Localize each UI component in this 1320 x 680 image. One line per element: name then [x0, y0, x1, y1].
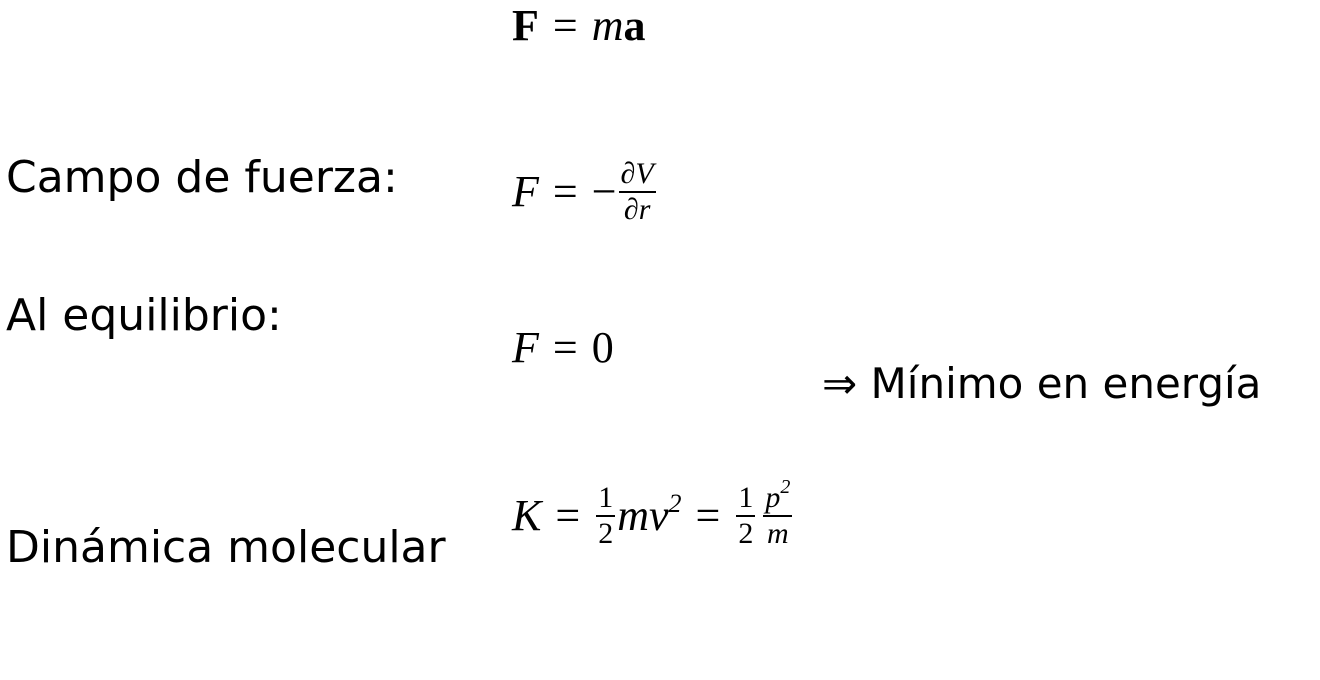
equals-sign: =: [552, 323, 578, 372]
fraction-denominator: 2: [738, 516, 754, 550]
fraction-numerator: 1: [598, 481, 614, 514]
force-vector: F: [512, 1, 539, 50]
fraction-bar: [596, 514, 616, 517]
label-force-field: Campo de fuerza:: [6, 152, 398, 203]
acceleration-vector: a: [623, 1, 646, 50]
momentum-fraction: p2 m: [763, 477, 793, 550]
momentum-symbol: p: [765, 481, 781, 514]
fraction-denominator: m: [766, 516, 789, 550]
fraction-denominator: 2: [598, 516, 614, 550]
fraction-numerator: ∂V: [620, 157, 654, 190]
mv-exponent: 2: [668, 488, 682, 518]
half-fraction: 1 2: [736, 481, 756, 550]
momentum-exponent: 2: [780, 476, 791, 498]
fraction-denominator: ∂r: [623, 192, 651, 226]
equals-sign: =: [552, 1, 578, 50]
zero-value: 0: [591, 323, 614, 372]
label-molecular-dynamics: Dinámica molecular: [6, 522, 446, 573]
partial-derivative-fraction: ∂V ∂r: [618, 157, 656, 226]
fraction-bar: [736, 514, 756, 517]
equation-kinetic-energy: K = 1 2 mv2 = 1 2 p2 m: [512, 477, 794, 550]
equals-sign: =: [695, 490, 721, 540]
fraction-numerator: 1: [738, 481, 754, 514]
fraction-bar: [618, 190, 656, 193]
force-symbol: F: [512, 166, 539, 216]
equation-equilibrium: F = 0: [512, 326, 614, 370]
equals-sign: =: [552, 166, 578, 216]
mass-symbol: m: [591, 1, 624, 50]
equation-force-field: F = − ∂V ∂r: [512, 158, 658, 225]
force-symbol: F: [512, 323, 539, 372]
equals-sign: =: [555, 490, 581, 540]
fraction-numerator: p2: [763, 477, 792, 514]
energy-minimum-note: ⇒ Mínimo en energía: [822, 359, 1262, 408]
kinetic-symbol: K: [512, 490, 542, 540]
equation-newton: F = m a: [512, 4, 646, 48]
fraction-bar: [763, 514, 793, 517]
minus-sign: −: [591, 166, 617, 216]
label-equilibrium: Al equilibrio:: [6, 290, 282, 341]
half-fraction: 1 2: [596, 481, 616, 550]
mv-term: mv2: [617, 490, 681, 540]
mv-base: mv: [617, 490, 669, 540]
